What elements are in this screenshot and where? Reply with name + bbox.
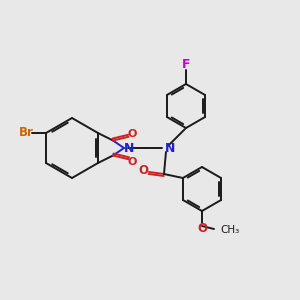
Text: F: F <box>182 58 190 70</box>
Text: O: O <box>128 129 137 139</box>
Text: Br: Br <box>19 127 34 140</box>
Text: N: N <box>165 142 175 154</box>
Text: N: N <box>124 142 134 154</box>
Text: O: O <box>197 223 207 236</box>
Text: O: O <box>138 164 148 178</box>
Text: O: O <box>128 157 137 167</box>
Text: CH₃: CH₃ <box>220 225 239 235</box>
